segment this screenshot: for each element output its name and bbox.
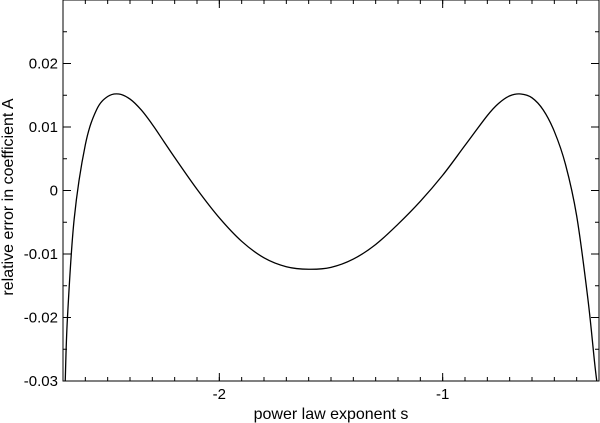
y-axis-ticks: -0.03 -0.02 -0.01 0 0.01 0.02 — [24, 31, 599, 390]
x-axis-ticks: -2 -1 — [84, 0, 578, 403]
y-tick-label: 0.02 — [29, 56, 58, 73]
x-tick-label: -1 — [436, 386, 449, 403]
error-curve — [64, 93, 598, 382]
y-tick-label: -0.01 — [24, 246, 58, 263]
x-tick-label: -2 — [213, 386, 226, 403]
x-axis-label: power law exponent s — [254, 406, 409, 423]
plot-frame — [62, 0, 600, 382]
y-tick-label: 0 — [50, 183, 58, 200]
y-tick-label: -0.03 — [24, 373, 58, 390]
y-axis-label: relative error in coefficient A — [0, 98, 17, 295]
y-tick-label: 0.01 — [29, 119, 58, 136]
y-tick-label: -0.02 — [24, 310, 58, 327]
